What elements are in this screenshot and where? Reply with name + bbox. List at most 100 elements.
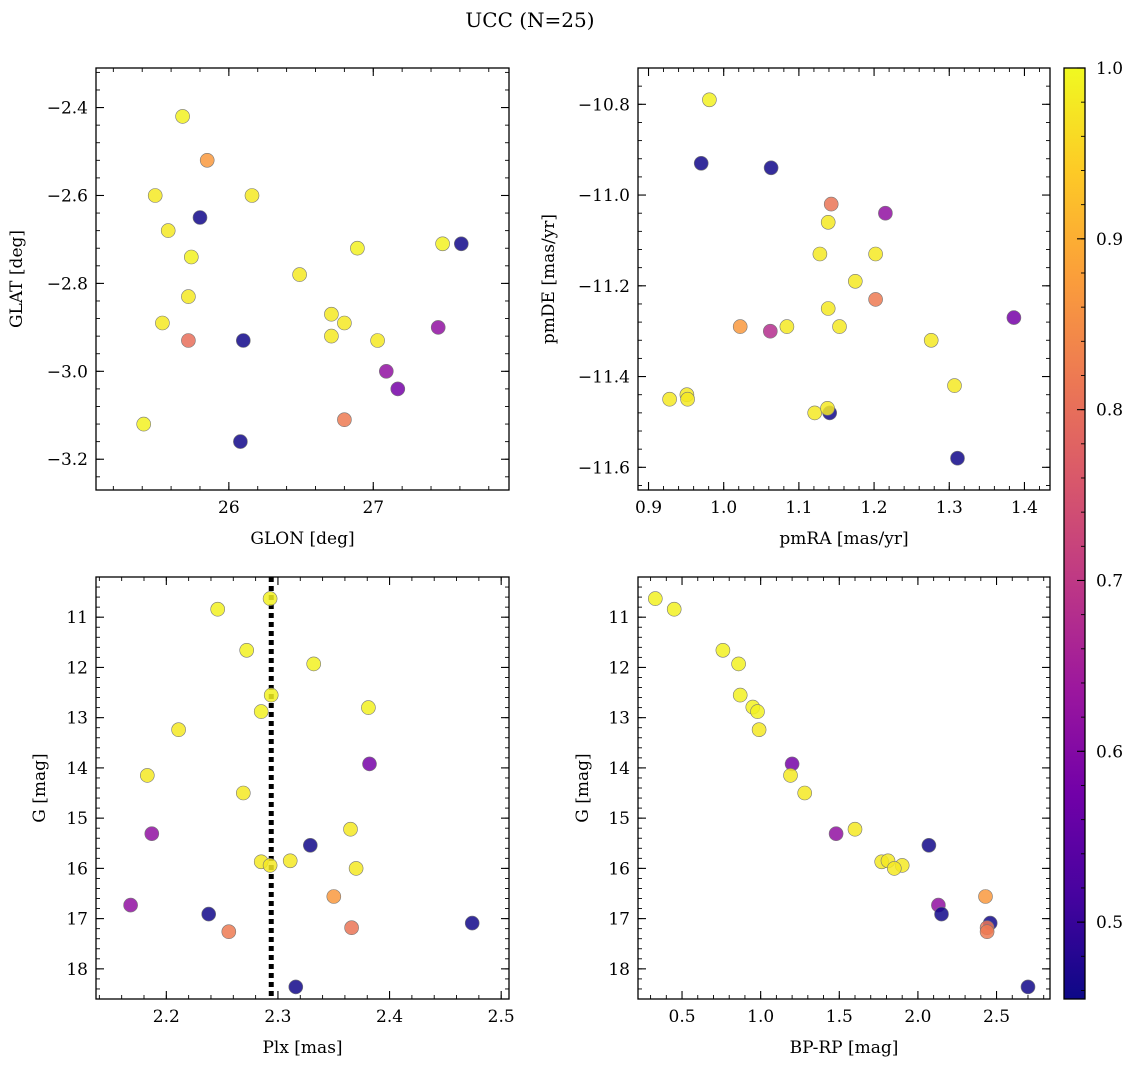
scatter-point (763, 160, 779, 176)
y-tick-label: −2.8 (47, 274, 88, 294)
scatter-point (390, 381, 406, 397)
scatter-point (344, 920, 359, 936)
scatter-point (847, 821, 863, 837)
y-tick-label: −11.2 (578, 277, 630, 297)
scatter-point (868, 292, 883, 307)
y-tick-label: 15 (608, 809, 630, 829)
scatter-point (779, 319, 795, 334)
scatter-point (181, 289, 196, 304)
y-axis-label: G [mag] (30, 753, 50, 822)
scatter-point (306, 656, 322, 672)
scatter-point (453, 236, 469, 252)
x-tick-label: 2.5 (983, 1007, 1010, 1027)
scatter-panel-bottom-left: 2.2 2.3 2.4 2.5 11 12 13 14 15 16 17 18 Plx [mas] G [… (30, 576, 515, 1058)
scatter-point (979, 924, 995, 940)
scatter-point (233, 434, 248, 449)
y-tick-label: 18 (608, 960, 630, 980)
scatter-point (1006, 310, 1022, 325)
scatter-point (239, 642, 254, 658)
scatter-point (797, 785, 813, 801)
scatter-point (702, 92, 717, 108)
figure-title: UCC (N=25) (465, 8, 594, 32)
scatter-point (370, 333, 385, 348)
scatter-point (147, 188, 163, 203)
scatter-point (947, 378, 962, 393)
scatter-point (680, 391, 695, 407)
scatter-point (140, 768, 155, 783)
y-tick-label: 17 (66, 910, 88, 930)
y-tick-label: 14 (66, 759, 88, 779)
x-axis-label: Plx [mas] (262, 1038, 342, 1058)
scatter-point (184, 249, 199, 265)
scatter-point (262, 858, 278, 873)
scatter-point (337, 412, 352, 428)
scatter-point (435, 236, 450, 252)
scatter-point (828, 826, 844, 842)
scatter-point (807, 405, 823, 421)
x-tick-label: 0.5 (669, 1007, 696, 1027)
y-tick-label: 15 (66, 809, 88, 829)
scatter-point (210, 601, 225, 617)
colorbar: 0.5 0.6 0.7 0.8 0.9 1.0 (1063, 59, 1123, 1000)
scatter-point (878, 205, 893, 221)
scatter-point (666, 601, 682, 617)
scatter-point (348, 861, 364, 876)
scatter-point (361, 700, 376, 715)
x-axis-label: GLON [deg] (250, 529, 354, 549)
scatter-point (337, 315, 352, 331)
x-tick-label: 2.5 (488, 1007, 515, 1027)
scatter-point (378, 363, 394, 379)
scatter-point (732, 319, 748, 334)
y-tick-label: 18 (66, 960, 88, 980)
scatter-panel-top-right: 0.9 1.0 1.1 1.2 1.3 1.4 −11.6 −11.4 −11.2 −11.0 −1… (539, 67, 1051, 549)
scatter-point (201, 906, 216, 922)
scatter-point (282, 853, 298, 869)
scatter-point (324, 328, 339, 344)
y-axis-label: G [mag] (573, 753, 593, 822)
plot-frame (637, 67, 1051, 491)
scatter-point (823, 196, 839, 212)
y-tick-label: 16 (608, 859, 630, 879)
scatter-point (662, 391, 677, 407)
scatter-point (155, 315, 170, 331)
colorbar-tick-label: 1.0 (1096, 59, 1123, 79)
x-tick-label: 27 (362, 498, 384, 518)
scatter-point (362, 756, 377, 772)
y-tick-label: 12 (66, 658, 88, 678)
scatter-point (253, 704, 269, 719)
x-tick-label: 2.4 (376, 1007, 403, 1027)
scatter-point (171, 722, 186, 738)
scatter-point (302, 837, 318, 853)
colorbar-tick-label: 0.9 (1096, 230, 1123, 250)
x-tick-label: 1.0 (747, 1007, 774, 1027)
y-tick-label: −11.0 (578, 186, 630, 206)
y-tick-label: −11.6 (578, 458, 630, 478)
scatter-point (288, 979, 304, 995)
x-tick-label: 1.5 (826, 1007, 853, 1027)
scatter-point (324, 306, 339, 322)
y-tick-label: 16 (66, 859, 88, 879)
scatter-panel-bottom-right: 0.5 1.0 1.5 2.0 2.5 11 12 13 14 15 16 17 18 BP-RP [ma… (573, 576, 1051, 1058)
y-tick-label: −11.4 (578, 368, 630, 388)
x-tick-label: 1.2 (861, 498, 888, 518)
x-tick-label: 1.4 (1011, 498, 1038, 518)
scatter-point (820, 215, 836, 230)
scatter-point (192, 210, 208, 225)
scatter-point (181, 333, 196, 348)
scatter-point (812, 246, 828, 262)
scatter-point (820, 400, 835, 416)
y-tick-label: 13 (608, 709, 630, 729)
y-tick-label: 13 (66, 709, 88, 729)
scatter-point (175, 109, 190, 124)
scatter-point (934, 906, 949, 922)
scatter-point (820, 301, 836, 316)
scatter-point (464, 915, 480, 931)
x-axis-label: pmRA [mas/yr] (779, 529, 908, 549)
y-tick-label: −10.8 (578, 95, 630, 115)
plot-frame (95, 67, 510, 491)
scatter-point (750, 704, 765, 719)
scatter-point (262, 591, 278, 606)
x-tick-label: 2.3 (264, 1007, 291, 1027)
